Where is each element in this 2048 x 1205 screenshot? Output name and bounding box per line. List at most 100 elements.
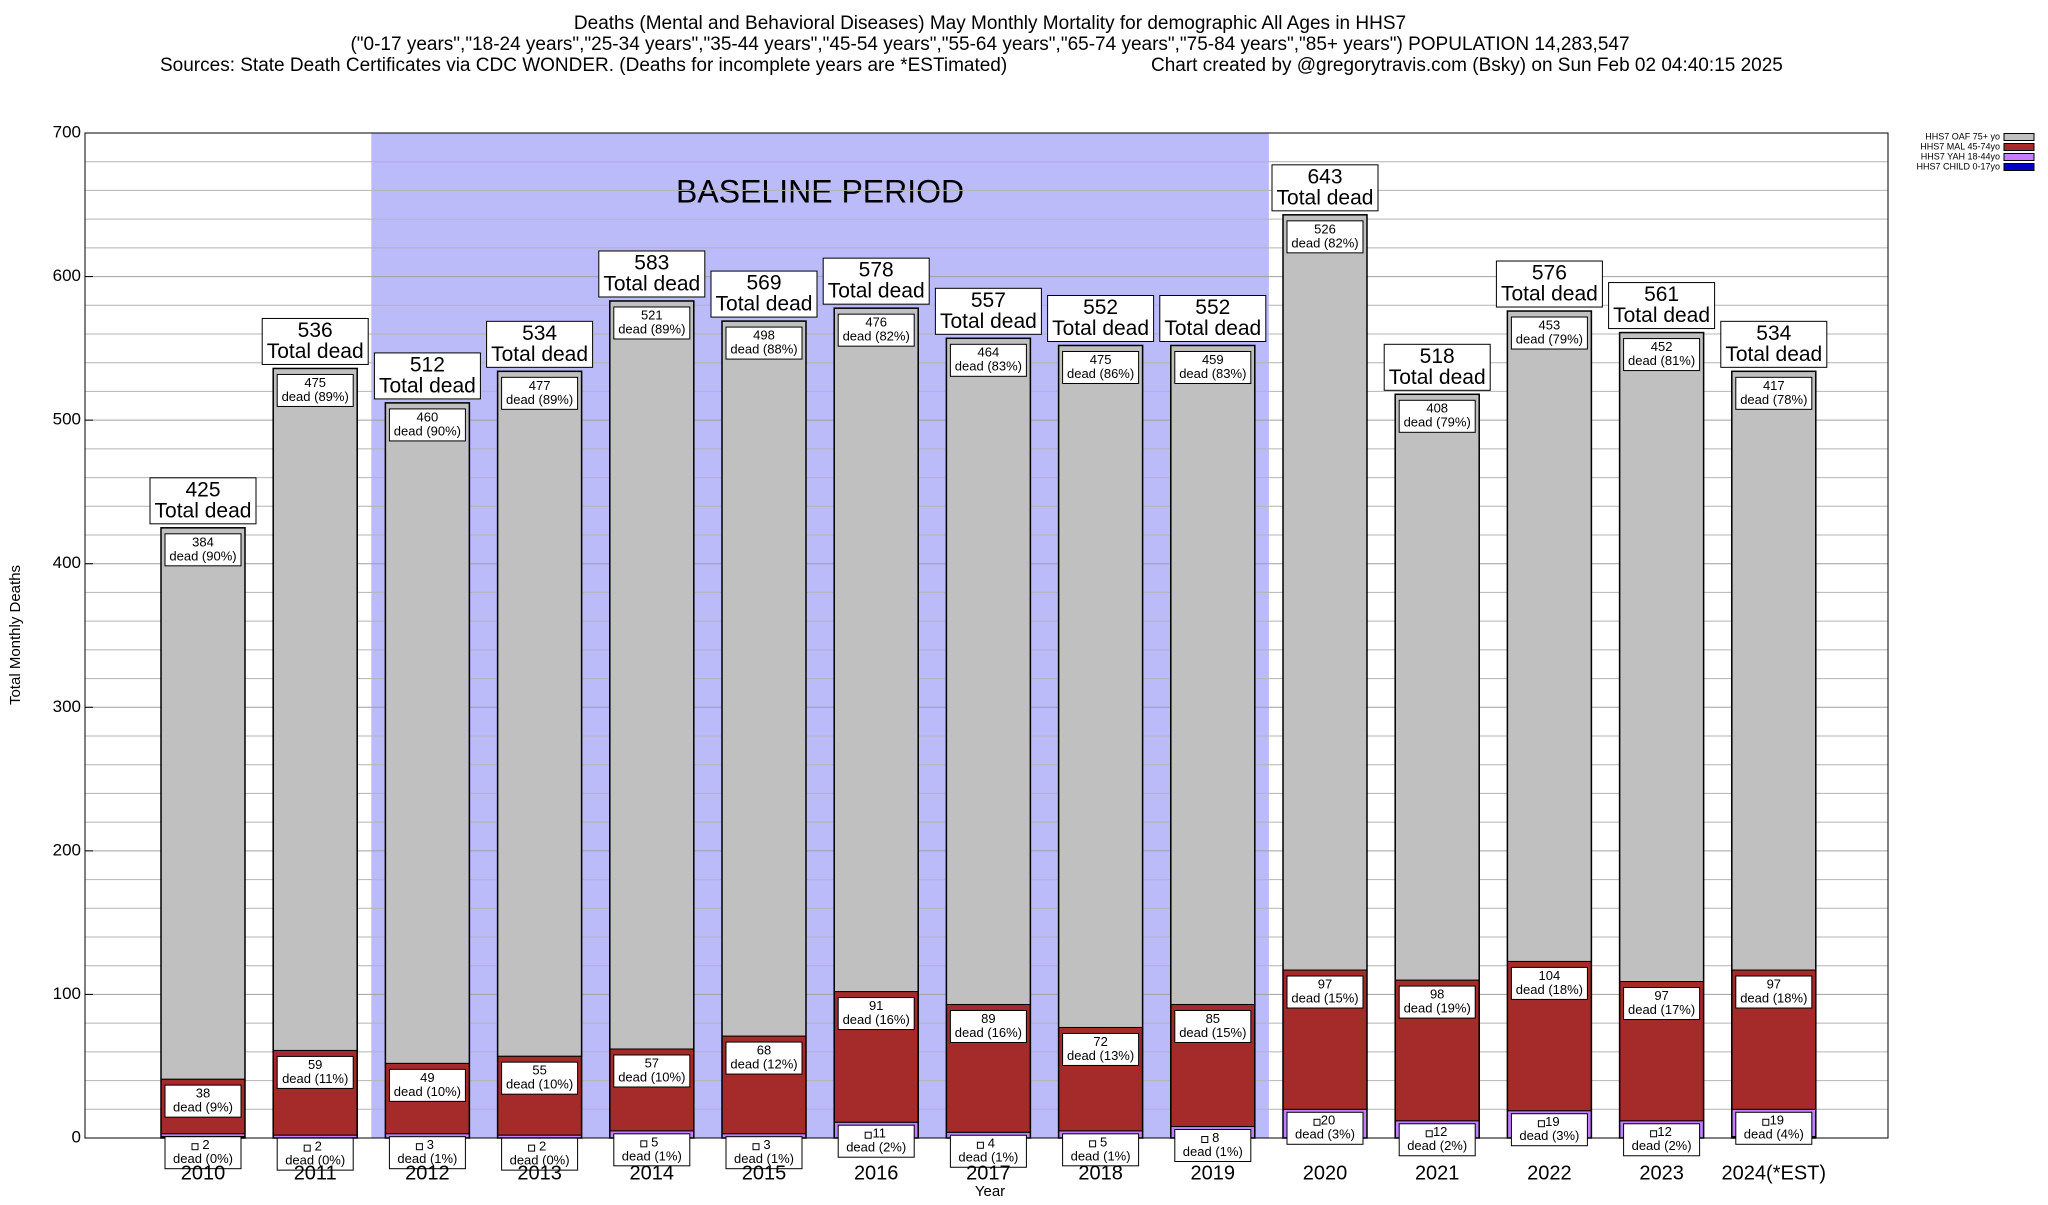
segment-value: 20 xyxy=(1321,1113,1335,1128)
bar-segment xyxy=(384,402,470,1064)
segment-value: 19 xyxy=(1770,1113,1784,1128)
segment-label-box xyxy=(501,1061,579,1095)
segment-percent: dead (86%) xyxy=(1067,366,1134,381)
segment-value: 72 xyxy=(1093,1034,1107,1049)
total-caption: Total dead xyxy=(267,340,364,363)
segment-label-box xyxy=(837,313,915,347)
total-value: 512 xyxy=(410,353,445,376)
segment-value: 2 xyxy=(202,1137,209,1152)
label-marker xyxy=(864,1131,872,1139)
label-marker xyxy=(1313,1118,1321,1126)
segment-percent: dead (18%) xyxy=(1740,990,1807,1005)
y-tick-label: 0 xyxy=(72,1127,81,1146)
segment-label-box xyxy=(725,1041,803,1075)
bar-segment xyxy=(1170,344,1256,1005)
segment-value: 49 xyxy=(420,1070,434,1085)
segment-percent: dead (79%) xyxy=(1516,331,1583,346)
total-value: 583 xyxy=(634,252,669,275)
segment-value: 476 xyxy=(865,315,887,330)
segment-percent: dead (15%) xyxy=(1291,990,1358,1005)
total-caption: Total dead xyxy=(1052,317,1149,340)
segment-percent: dead (89%) xyxy=(506,392,573,407)
bar-segment xyxy=(272,367,358,1051)
segment-label-box xyxy=(1062,1133,1140,1167)
segment-percent: dead (17%) xyxy=(1628,1002,1695,1017)
segment-percent: dead (18%) xyxy=(1516,982,1583,997)
segment-percent: dead (90%) xyxy=(394,423,461,438)
y-tick-label: 400 xyxy=(53,553,81,572)
legend-label: HHS7 CHILD 0-17yo xyxy=(1916,161,2000,171)
bar-segment xyxy=(721,320,807,1037)
segment-percent: dead (83%) xyxy=(1179,366,1246,381)
segment-percent: dead (2%) xyxy=(1407,1138,1467,1153)
total-caption: Total dead xyxy=(716,293,813,316)
segment-percent: dead (88%) xyxy=(730,342,797,357)
bar-segment xyxy=(1282,214,1368,971)
segment-label-box xyxy=(276,1055,354,1089)
segment-percent: dead (79%) xyxy=(1404,415,1471,430)
chart-title: Deaths (Mental and Behavioral Diseases) … xyxy=(574,13,1406,34)
segment-value: 384 xyxy=(192,534,214,549)
chart-subtitle: ("0-17 years","18-24 years","25-34 years… xyxy=(350,34,1629,55)
segment-percent: dead (12%) xyxy=(730,1057,797,1072)
total-label-box xyxy=(1271,164,1379,212)
segment-value: 57 xyxy=(645,1055,659,1070)
segment-label-box xyxy=(1398,985,1476,1019)
total-label-box xyxy=(822,257,930,305)
segment-value: 452 xyxy=(1651,339,1673,354)
baseline-label: BASELINE PERIOD xyxy=(676,173,964,209)
segment-label-box xyxy=(1398,1123,1476,1157)
total-value: 643 xyxy=(1307,165,1342,188)
label-marker xyxy=(415,1143,423,1151)
segment-label-box xyxy=(1623,1123,1701,1157)
bar-segment xyxy=(1619,332,1705,983)
segment-label-box xyxy=(1062,1032,1140,1066)
total-value: 578 xyxy=(859,259,894,282)
segment-label-box xyxy=(1735,376,1813,410)
segment-value: 12 xyxy=(1657,1124,1671,1139)
segment-value: 460 xyxy=(417,409,439,424)
total-caption: Total dead xyxy=(1277,186,1374,209)
segment-value: 8 xyxy=(1212,1130,1219,1145)
segment-label-box xyxy=(1510,966,1588,1000)
segment-label-box xyxy=(1174,350,1252,384)
legend-swatch xyxy=(2003,133,2035,141)
legend-swatch xyxy=(2003,153,2035,161)
label-marker xyxy=(1650,1130,1658,1138)
total-value: 561 xyxy=(1644,283,1679,306)
total-label-box xyxy=(149,477,257,525)
segment-label-box xyxy=(276,373,354,407)
segment-percent: dead (15%) xyxy=(1179,1025,1246,1040)
segment-label-box xyxy=(1735,1111,1813,1145)
segment-label-box xyxy=(388,1136,466,1170)
x-tick-label: 2021 xyxy=(1415,1162,1460,1184)
segment-percent: dead (10%) xyxy=(394,1084,461,1099)
segment-label-box xyxy=(501,376,579,410)
segment-percent: dead (1%) xyxy=(397,1151,457,1166)
x-tick-label: 2012 xyxy=(405,1162,450,1184)
segment-percent: dead (1%) xyxy=(958,1150,1018,1165)
x-tick-label: 2015 xyxy=(742,1162,787,1184)
segment-label-box xyxy=(1286,975,1364,1009)
total-caption: Total dead xyxy=(491,343,588,366)
total-value: 425 xyxy=(185,478,220,501)
segment-value: 453 xyxy=(1539,317,1561,332)
bar-segment xyxy=(160,527,246,1080)
segment-value: 97 xyxy=(1767,976,1781,991)
segment-percent: dead (0%) xyxy=(510,1153,570,1168)
label-marker xyxy=(1089,1140,1097,1148)
segment-value: 38 xyxy=(196,1086,210,1101)
x-tick-label: 2016 xyxy=(854,1162,899,1184)
segment-percent: dead (0%) xyxy=(173,1151,233,1166)
total-value: 534 xyxy=(1756,322,1791,345)
label-marker xyxy=(191,1143,199,1151)
segment-label-box xyxy=(837,1124,915,1158)
segment-value: 68 xyxy=(757,1043,771,1058)
x-tick-label: 2022 xyxy=(1527,1162,1572,1184)
total-value: 569 xyxy=(746,272,781,295)
segment-percent: dead (19%) xyxy=(1404,1001,1471,1016)
segment-value: 91 xyxy=(869,998,883,1013)
label-marker xyxy=(640,1140,648,1148)
x-tick-label: 2023 xyxy=(1639,1162,1684,1184)
total-label-box xyxy=(710,270,818,318)
